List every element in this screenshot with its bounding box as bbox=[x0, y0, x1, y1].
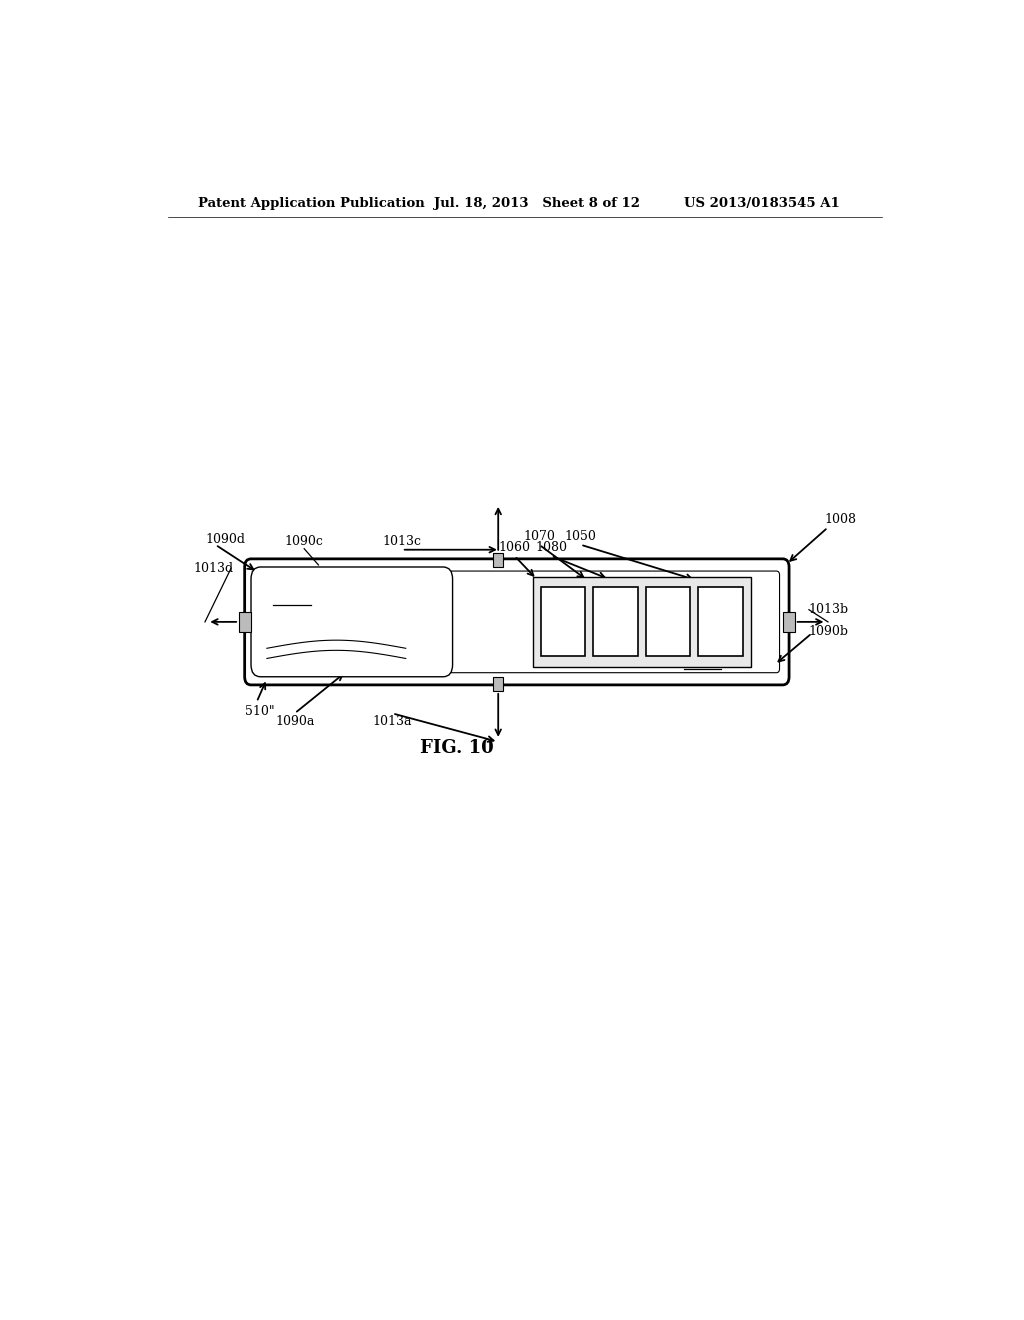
Bar bbox=[646, 587, 690, 656]
Text: 1012: 1012 bbox=[684, 656, 716, 669]
Text: 1080: 1080 bbox=[535, 541, 567, 554]
Text: 1008: 1008 bbox=[824, 513, 857, 527]
FancyBboxPatch shape bbox=[254, 572, 779, 673]
Bar bbox=[532, 577, 751, 667]
Text: 1090b: 1090b bbox=[809, 624, 849, 638]
Text: Jul. 18, 2013   Sheet 8 of 12: Jul. 18, 2013 Sheet 8 of 12 bbox=[433, 197, 640, 210]
FancyBboxPatch shape bbox=[251, 568, 453, 677]
Text: FIG. 10: FIG. 10 bbox=[421, 739, 495, 756]
Bar bbox=[541, 587, 586, 656]
Text: 1013a: 1013a bbox=[373, 715, 412, 729]
Text: US 2013/0183545 A1: US 2013/0183545 A1 bbox=[684, 197, 840, 210]
Bar bbox=[240, 611, 251, 632]
Bar bbox=[698, 587, 743, 656]
Text: 1090a: 1090a bbox=[275, 715, 314, 729]
Bar bbox=[494, 677, 504, 690]
Text: 1070: 1070 bbox=[523, 529, 555, 543]
Text: 1050: 1050 bbox=[564, 529, 596, 543]
Bar bbox=[782, 611, 795, 632]
Text: 1090c: 1090c bbox=[285, 535, 324, 548]
Text: 510": 510" bbox=[246, 705, 275, 718]
Bar bbox=[593, 587, 638, 656]
Bar bbox=[494, 553, 504, 568]
Text: 1010: 1010 bbox=[273, 591, 305, 605]
Text: 1013b: 1013b bbox=[809, 603, 849, 616]
Text: 1060: 1060 bbox=[499, 541, 530, 554]
FancyBboxPatch shape bbox=[245, 558, 790, 685]
Text: 1090d: 1090d bbox=[205, 533, 245, 546]
Text: Patent Application Publication: Patent Application Publication bbox=[198, 197, 425, 210]
Text: 1013c: 1013c bbox=[382, 535, 421, 548]
Text: 1013d: 1013d bbox=[194, 561, 233, 574]
